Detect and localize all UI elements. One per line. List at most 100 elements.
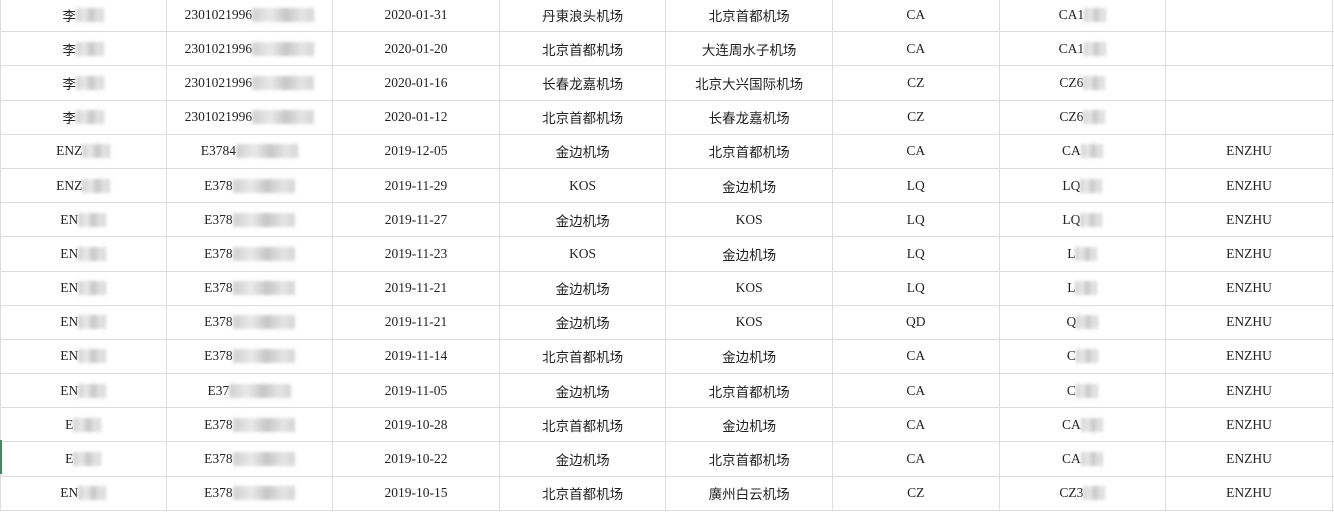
cell-destination-airport[interactable]: 北京首都机场	[666, 0, 833, 32]
cell-flight-number[interactable]: C	[1000, 374, 1167, 408]
cell-flight-number[interactable]: L	[1000, 271, 1167, 305]
cell-origin-airport[interactable]: 北京首都机场	[500, 100, 667, 134]
cell-passenger-surname[interactable]: ENZHU	[1166, 168, 1333, 203]
cell-origin-airport[interactable]: 金边机场	[500, 271, 667, 305]
cell-passenger-surname[interactable]: ENZHU	[1166, 442, 1333, 476]
cell-destination-airport[interactable]: 长春龙嘉机场	[666, 100, 833, 134]
cell-id-number[interactable]: 2301021996	[167, 0, 334, 32]
cell-passenger-surname[interactable]	[1166, 32, 1333, 66]
cell-flight-number[interactable]: C	[1000, 339, 1167, 374]
cell-passenger-surname[interactable]: ENZHU	[1166, 374, 1333, 408]
cell-passenger-surname[interactable]: ENZHU	[1166, 237, 1333, 271]
cell-airline-code[interactable]: CA	[833, 134, 1000, 168]
cell-name[interactable]: EN	[0, 476, 167, 510]
cell-flight-date[interactable]: 2019-11-14	[333, 339, 500, 374]
cell-name[interactable]: E	[0, 408, 167, 442]
cell-id-number[interactable]: E37	[167, 374, 334, 408]
cell-id-number[interactable]: E378	[167, 271, 334, 305]
cell-name[interactable]: ENZ	[0, 168, 167, 203]
cell-id-number[interactable]: E378	[167, 168, 334, 203]
cell-flight-number[interactable]: CA1	[1000, 32, 1167, 66]
cell-flight-date[interactable]: 2019-11-21	[333, 305, 500, 339]
cell-flight-date[interactable]: 2020-01-16	[333, 66, 500, 100]
cell-flight-date[interactable]: 2019-11-23	[333, 237, 500, 271]
cell-origin-airport[interactable]: 北京首都机场	[500, 339, 667, 374]
cell-airline-code[interactable]: CA	[833, 442, 1000, 476]
cell-origin-airport[interactable]: 金边机场	[500, 203, 667, 237]
cell-name[interactable]: EN	[0, 203, 167, 237]
cell-origin-airport[interactable]: 金边机场	[500, 134, 667, 168]
cell-airline-code[interactable]: CA	[833, 408, 1000, 442]
cell-airline-code[interactable]: LQ	[833, 271, 1000, 305]
cell-name[interactable]: 李	[0, 32, 167, 66]
cell-name[interactable]: EN	[0, 271, 167, 305]
cell-destination-airport[interactable]: 北京大兴国际机场	[666, 66, 833, 100]
cell-name[interactable]: EN	[0, 374, 167, 408]
cell-passenger-surname[interactable]: ENZHU	[1166, 134, 1333, 168]
cell-airline-code[interactable]: CA	[833, 32, 1000, 66]
cell-destination-airport[interactable]: 金边机场	[666, 339, 833, 374]
cell-flight-number[interactable]: CZ6	[1000, 66, 1167, 100]
cell-flight-date[interactable]: 2019-11-27	[333, 203, 500, 237]
cell-destination-airport[interactable]: KOS	[666, 203, 833, 237]
cell-flight-number[interactable]: L	[1000, 237, 1167, 271]
cell-destination-airport[interactable]: KOS	[666, 305, 833, 339]
cell-name[interactable]: 李	[0, 66, 167, 100]
cell-flight-date[interactable]: 2019-11-29	[333, 168, 500, 203]
cell-airline-code[interactable]: CA	[833, 339, 1000, 374]
cell-airline-code[interactable]: CA	[833, 374, 1000, 408]
cell-passenger-surname[interactable]	[1166, 100, 1333, 134]
cell-destination-airport[interactable]: 金边机场	[666, 237, 833, 271]
cell-name[interactable]: ENZ	[0, 134, 167, 168]
cell-id-number[interactable]: 2301021996	[167, 32, 334, 66]
cell-flight-number[interactable]: CA1	[1000, 0, 1167, 32]
cell-id-number[interactable]: E378	[167, 408, 334, 442]
cell-flight-date[interactable]: 2019-10-22	[333, 442, 500, 476]
cell-passenger-surname[interactable]: ENZHU	[1166, 408, 1333, 442]
cell-passenger-surname[interactable]: ENZHU	[1166, 339, 1333, 374]
cell-origin-airport[interactable]: 金边机场	[500, 374, 667, 408]
cell-id-number[interactable]: E378	[167, 237, 334, 271]
cell-id-number[interactable]: E378	[167, 203, 334, 237]
cell-flight-date[interactable]: 2020-01-31	[333, 0, 500, 32]
cell-flight-date[interactable]: 2020-01-12	[333, 100, 500, 134]
cell-airline-code[interactable]: LQ	[833, 203, 1000, 237]
cell-airline-code[interactable]: CZ	[833, 66, 1000, 100]
cell-flight-number[interactable]: CZ6	[1000, 100, 1167, 134]
cell-id-number[interactable]: E378	[167, 339, 334, 374]
cell-flight-number[interactable]: LQ	[1000, 168, 1167, 203]
cell-origin-airport[interactable]: 长春龙嘉机场	[500, 66, 667, 100]
cell-airline-code[interactable]: CZ	[833, 476, 1000, 510]
cell-flight-number[interactable]: LQ	[1000, 203, 1167, 237]
cell-origin-airport[interactable]: KOS	[500, 237, 667, 271]
cell-id-number[interactable]: 2301021996	[167, 66, 334, 100]
cell-id-number[interactable]: E378	[167, 476, 334, 510]
cell-airline-code[interactable]: LQ	[833, 237, 1000, 271]
cell-flight-number[interactable]: CA	[1000, 134, 1167, 168]
cell-flight-number[interactable]: Q	[1000, 305, 1167, 339]
cell-flight-number[interactable]: CA	[1000, 408, 1167, 442]
cell-name[interactable]: E	[0, 442, 167, 476]
cell-flight-number[interactable]: CZ3	[1000, 476, 1167, 510]
cell-name[interactable]: EN	[0, 339, 167, 374]
cell-airline-code[interactable]: CZ	[833, 100, 1000, 134]
cell-destination-airport[interactable]: 大连周水子机场	[666, 32, 833, 66]
cell-passenger-surname[interactable]	[1166, 0, 1333, 32]
cell-origin-airport[interactable]: KOS	[500, 168, 667, 203]
cell-airline-code[interactable]: QD	[833, 305, 1000, 339]
cell-flight-date[interactable]: 2020-01-20	[333, 32, 500, 66]
cell-airline-code[interactable]: CA	[833, 0, 1000, 32]
cell-airline-code[interactable]: LQ	[833, 168, 1000, 203]
cell-destination-airport[interactable]: 廣州白云机场	[666, 476, 833, 510]
cell-flight-date[interactable]: 2019-11-05	[333, 374, 500, 408]
cell-passenger-surname[interactable]: ENZHU	[1166, 476, 1333, 510]
cell-name[interactable]: EN	[0, 305, 167, 339]
cell-flight-date[interactable]: 2019-11-21	[333, 271, 500, 305]
cell-passenger-surname[interactable]: ENZHU	[1166, 203, 1333, 237]
cell-id-number[interactable]: E3784	[167, 134, 334, 168]
cell-id-number[interactable]: 2301021996	[167, 100, 334, 134]
cell-name[interactable]: 李	[0, 100, 167, 134]
cell-flight-date[interactable]: 2019-12-05	[333, 134, 500, 168]
cell-origin-airport[interactable]: 金边机场	[500, 442, 667, 476]
cell-origin-airport[interactable]: 丹東浪头机场	[500, 0, 667, 32]
